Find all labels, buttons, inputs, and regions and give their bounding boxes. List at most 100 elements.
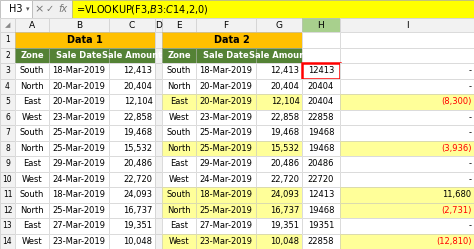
Text: 14: 14 <box>3 237 12 246</box>
Bar <box>49 63 109 78</box>
Text: 22,720: 22,720 <box>271 175 300 184</box>
Bar <box>49 140 109 156</box>
Bar <box>196 63 256 78</box>
Bar <box>256 140 302 156</box>
Text: North: North <box>167 206 191 215</box>
Bar <box>196 187 256 202</box>
Bar <box>155 18 162 32</box>
Text: 16,737: 16,737 <box>270 206 300 215</box>
Bar <box>155 125 162 140</box>
Bar <box>109 78 155 94</box>
Text: 20-Mar-2019: 20-Mar-2019 <box>200 97 253 106</box>
Bar <box>155 140 162 156</box>
Bar <box>340 234 474 249</box>
Bar <box>109 156 155 172</box>
Bar <box>155 156 162 172</box>
Bar <box>340 125 474 140</box>
Bar <box>15 110 49 125</box>
Bar <box>155 18 162 32</box>
Text: 22858: 22858 <box>308 237 334 246</box>
Bar <box>49 48 109 63</box>
Bar <box>155 140 162 156</box>
Bar <box>49 156 109 172</box>
Text: 12: 12 <box>3 206 12 215</box>
Bar <box>49 156 109 172</box>
Bar <box>0 78 15 94</box>
Bar <box>196 63 256 78</box>
Bar <box>196 234 256 249</box>
Bar <box>0 48 15 63</box>
Bar <box>162 187 196 202</box>
Text: 23-Mar-2019: 23-Mar-2019 <box>200 113 253 122</box>
Bar <box>196 18 256 32</box>
Bar <box>256 48 302 63</box>
Bar <box>302 140 340 156</box>
Bar <box>162 218 196 234</box>
Bar <box>15 63 49 78</box>
Text: South: South <box>167 66 191 75</box>
Bar <box>155 110 162 125</box>
Bar <box>302 110 340 125</box>
Bar <box>302 156 340 172</box>
Bar <box>162 187 196 202</box>
Bar <box>49 18 109 32</box>
Bar <box>340 172 474 187</box>
Bar <box>196 140 256 156</box>
Bar <box>196 234 256 249</box>
Bar <box>15 218 49 234</box>
Bar <box>15 18 49 32</box>
Bar <box>162 32 302 48</box>
Bar <box>109 234 155 249</box>
Text: 25-Mar-2019: 25-Mar-2019 <box>200 206 253 215</box>
Bar <box>256 202 302 218</box>
Bar <box>0 78 15 94</box>
Bar <box>256 218 302 234</box>
Text: 10,048: 10,048 <box>271 237 300 246</box>
Bar <box>72 0 474 18</box>
Bar <box>0 48 15 63</box>
Text: 24-Mar-2019: 24-Mar-2019 <box>53 175 105 184</box>
Bar <box>49 78 109 94</box>
Text: 18-Mar-2019: 18-Mar-2019 <box>53 66 106 75</box>
Bar <box>162 202 196 218</box>
Bar <box>340 48 474 63</box>
Bar <box>15 234 49 249</box>
Bar <box>49 187 109 202</box>
Text: 24,093: 24,093 <box>271 190 300 199</box>
Bar <box>196 125 256 140</box>
Text: 1: 1 <box>5 35 10 44</box>
Text: -: - <box>468 113 472 122</box>
Bar <box>256 63 302 78</box>
Text: -: - <box>468 82 472 91</box>
Bar <box>109 218 155 234</box>
Text: C: C <box>129 20 135 29</box>
Text: East: East <box>23 97 41 106</box>
Text: 12413: 12413 <box>308 190 334 199</box>
Bar <box>32 0 72 18</box>
Bar <box>256 187 302 202</box>
Text: 12413: 12413 <box>308 66 334 75</box>
Bar <box>109 218 155 234</box>
Bar <box>302 172 340 187</box>
Bar <box>162 63 196 78</box>
Text: 13: 13 <box>3 221 12 230</box>
Bar <box>109 140 155 156</box>
Bar <box>0 140 15 156</box>
Text: 15,532: 15,532 <box>271 144 300 153</box>
Bar <box>155 94 162 110</box>
Bar <box>155 234 162 249</box>
Text: 25-Mar-2019: 25-Mar-2019 <box>53 206 105 215</box>
Text: 20404: 20404 <box>308 97 334 106</box>
Text: 19,468: 19,468 <box>270 128 300 137</box>
Bar <box>340 94 474 110</box>
Text: 11: 11 <box>3 190 12 199</box>
Bar <box>196 18 256 32</box>
Bar <box>0 156 15 172</box>
Bar <box>302 48 340 63</box>
Text: 22,858: 22,858 <box>270 113 300 122</box>
Bar <box>0 140 15 156</box>
Bar <box>0 172 15 187</box>
Bar <box>162 94 196 110</box>
Bar <box>256 125 302 140</box>
Bar <box>15 48 49 63</box>
